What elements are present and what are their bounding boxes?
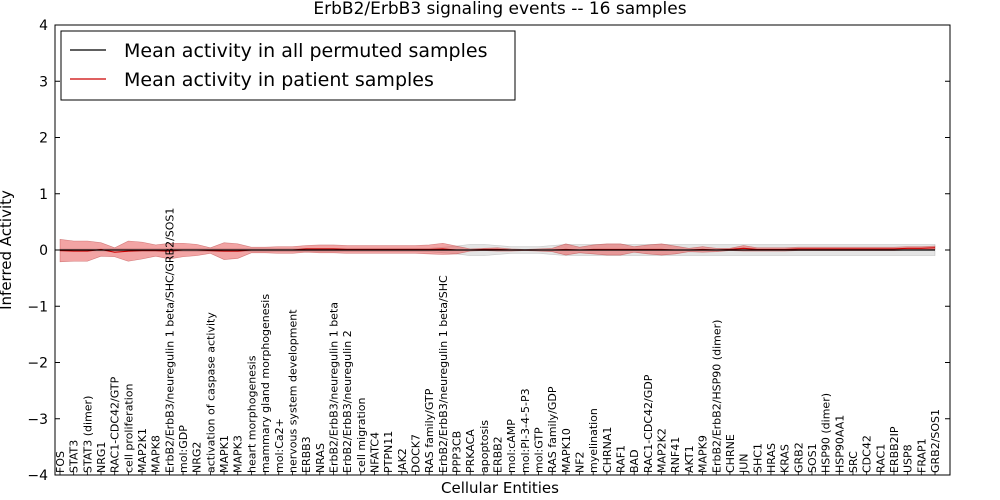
x-tick-label: MAPK3 bbox=[232, 435, 245, 473]
x-tick-label: NFATC4 bbox=[368, 432, 381, 473]
x-tick-label: myelination bbox=[587, 408, 600, 473]
x-tick-label: RAS family/GDP bbox=[546, 386, 559, 473]
x-tick-label: CHRNA1 bbox=[601, 427, 614, 473]
x-tick-label: SRC bbox=[847, 451, 860, 473]
x-tick-label: mol:GDP bbox=[177, 425, 190, 473]
x-tick-label: SOS1 bbox=[806, 443, 819, 473]
x-tick-label: PTPN11 bbox=[382, 431, 395, 473]
x-tick-label: JAK2 bbox=[396, 448, 409, 474]
y-tick-label: 2 bbox=[39, 131, 48, 147]
y-tick-label: 3 bbox=[39, 74, 48, 90]
y-tick-label: 0 bbox=[39, 243, 48, 259]
x-tick-label: RAC1-CDC42/GDP bbox=[642, 374, 655, 473]
x-tick-label: RAC1-CDC42/GTP bbox=[109, 376, 122, 473]
x-tick-label: STAT3 (dimer) bbox=[81, 396, 94, 473]
x-tick-label: ERBB2IP bbox=[888, 426, 901, 473]
x-tick-label: cell migration bbox=[355, 397, 368, 473]
x-tick-label: HSP90 (dimer) bbox=[820, 393, 833, 473]
x-tick-label: GRB2/SOS1 bbox=[929, 409, 942, 473]
legend: Mean activity in all permuted samples Me… bbox=[60, 30, 516, 101]
x-tick-label: mol:cAMP bbox=[505, 419, 518, 473]
x-tick-label: cell proliferation bbox=[122, 383, 135, 473]
x-tick-label: STAT3 bbox=[68, 440, 81, 473]
x-tick-label: NF2 bbox=[574, 451, 587, 473]
x-tick-label: HRAS bbox=[765, 443, 778, 473]
y-axis-title: Inferred Activity bbox=[0, 190, 15, 310]
line-layer bbox=[59, 247, 936, 253]
y-tick-label: −2 bbox=[27, 356, 48, 372]
x-tick-label: ErbB2/ErbB3/neuregulin 1 beta/SHC bbox=[437, 275, 450, 473]
x-tick-label: FRAP1 bbox=[915, 438, 928, 473]
x-tick-label: MAPK9 bbox=[697, 435, 710, 473]
x-tick-label: ErbB2/ErbB3/neuregulin 2 bbox=[341, 330, 354, 473]
x-tick-label: ErbB2/ErbB3/neuregulin 1 beta/SHC/GRB2/S… bbox=[163, 208, 176, 473]
y-tick-label: −3 bbox=[27, 412, 48, 428]
x-tick-label: mammary gland morphogenesis bbox=[259, 294, 272, 473]
x-tick-label: PPP3CB bbox=[450, 431, 463, 473]
x-tick-label: activation of caspase activity bbox=[204, 312, 217, 473]
x-tick-label: MAP2K1 bbox=[136, 428, 149, 473]
x-tick-label: mol:PI-3-4-5-P3 bbox=[519, 388, 532, 473]
x-tick-label: NRG1 bbox=[95, 442, 108, 473]
x-tick-label: GRB2 bbox=[792, 442, 805, 473]
y-tick-label: 4 bbox=[39, 18, 48, 34]
y-tick-label: 1 bbox=[39, 187, 48, 203]
x-tick-label: HSP90AA1 bbox=[833, 415, 846, 473]
x-tick-label: BAD bbox=[628, 449, 641, 473]
x-tick-label: CDC42 bbox=[861, 435, 874, 473]
y-tick-label: −4 bbox=[27, 468, 48, 484]
y-tick-label: −1 bbox=[27, 299, 48, 315]
chart-title: ErbB2/ErbB3 signaling events -- 16 sampl… bbox=[313, 0, 686, 19]
x-tick-label: RAC1 bbox=[874, 444, 887, 473]
x-tick-label: NRG2 bbox=[191, 442, 204, 473]
x-tick-label: RAS family/GTP bbox=[423, 388, 436, 473]
legend-label-patient: Mean activity in patient samples bbox=[124, 69, 434, 91]
x-tick-label: MAPK1 bbox=[218, 435, 231, 473]
x-tick-label: RNF41 bbox=[669, 437, 682, 473]
x-tick-label: MAPK10 bbox=[560, 428, 573, 473]
x-tick-label: JUN bbox=[738, 453, 751, 474]
x-tick-label: mol:GTP bbox=[533, 427, 546, 473]
x-tick-label: KRAS bbox=[779, 444, 792, 473]
y-axis: −4 −3 −2 −1 0 1 2 3 4 bbox=[27, 18, 950, 484]
legend-label-permuted: Mean activity in all permuted samples bbox=[124, 40, 487, 62]
x-tick-label: NRAS bbox=[314, 443, 327, 473]
x-tick-label: apoptosis bbox=[478, 420, 491, 473]
x-tick-label: RAF1 bbox=[615, 445, 628, 473]
x-tick-label: MAP2K2 bbox=[656, 428, 669, 473]
x-tick-label: ErbB2/ErbB2/HSP90 (dimer) bbox=[710, 320, 723, 473]
x-tick-label: ErbB2/ErbB3/neuregulin 1 beta bbox=[327, 302, 340, 473]
x-axis: FOS STAT3 STAT3 (dimer) NRG1 RAC1-CDC42/GTP c… bbox=[54, 208, 942, 475]
x-tick-label: SHC1 bbox=[751, 443, 764, 473]
x-tick-label: nervous system development bbox=[286, 309, 299, 473]
x-tick-label: USP8 bbox=[902, 444, 915, 473]
x-axis-title: Cellular Entities bbox=[441, 479, 559, 497]
x-tick-label: ERBB3 bbox=[300, 436, 313, 473]
x-tick-label: CHRNE bbox=[724, 434, 737, 473]
x-tick-label: mol:Ca2+ bbox=[273, 418, 286, 473]
legend-box bbox=[60, 30, 516, 101]
x-tick-label: FOS bbox=[54, 451, 67, 473]
x-tick-label: heart morphogenesis bbox=[245, 355, 258, 473]
x-tick-label: ERBB2 bbox=[492, 436, 505, 473]
x-tick-label: DOCK7 bbox=[409, 434, 422, 473]
x-tick-label: PRKACA bbox=[464, 429, 477, 473]
x-tick-label: AKT1 bbox=[683, 445, 696, 473]
x-tick-label: MAPK8 bbox=[150, 435, 163, 473]
